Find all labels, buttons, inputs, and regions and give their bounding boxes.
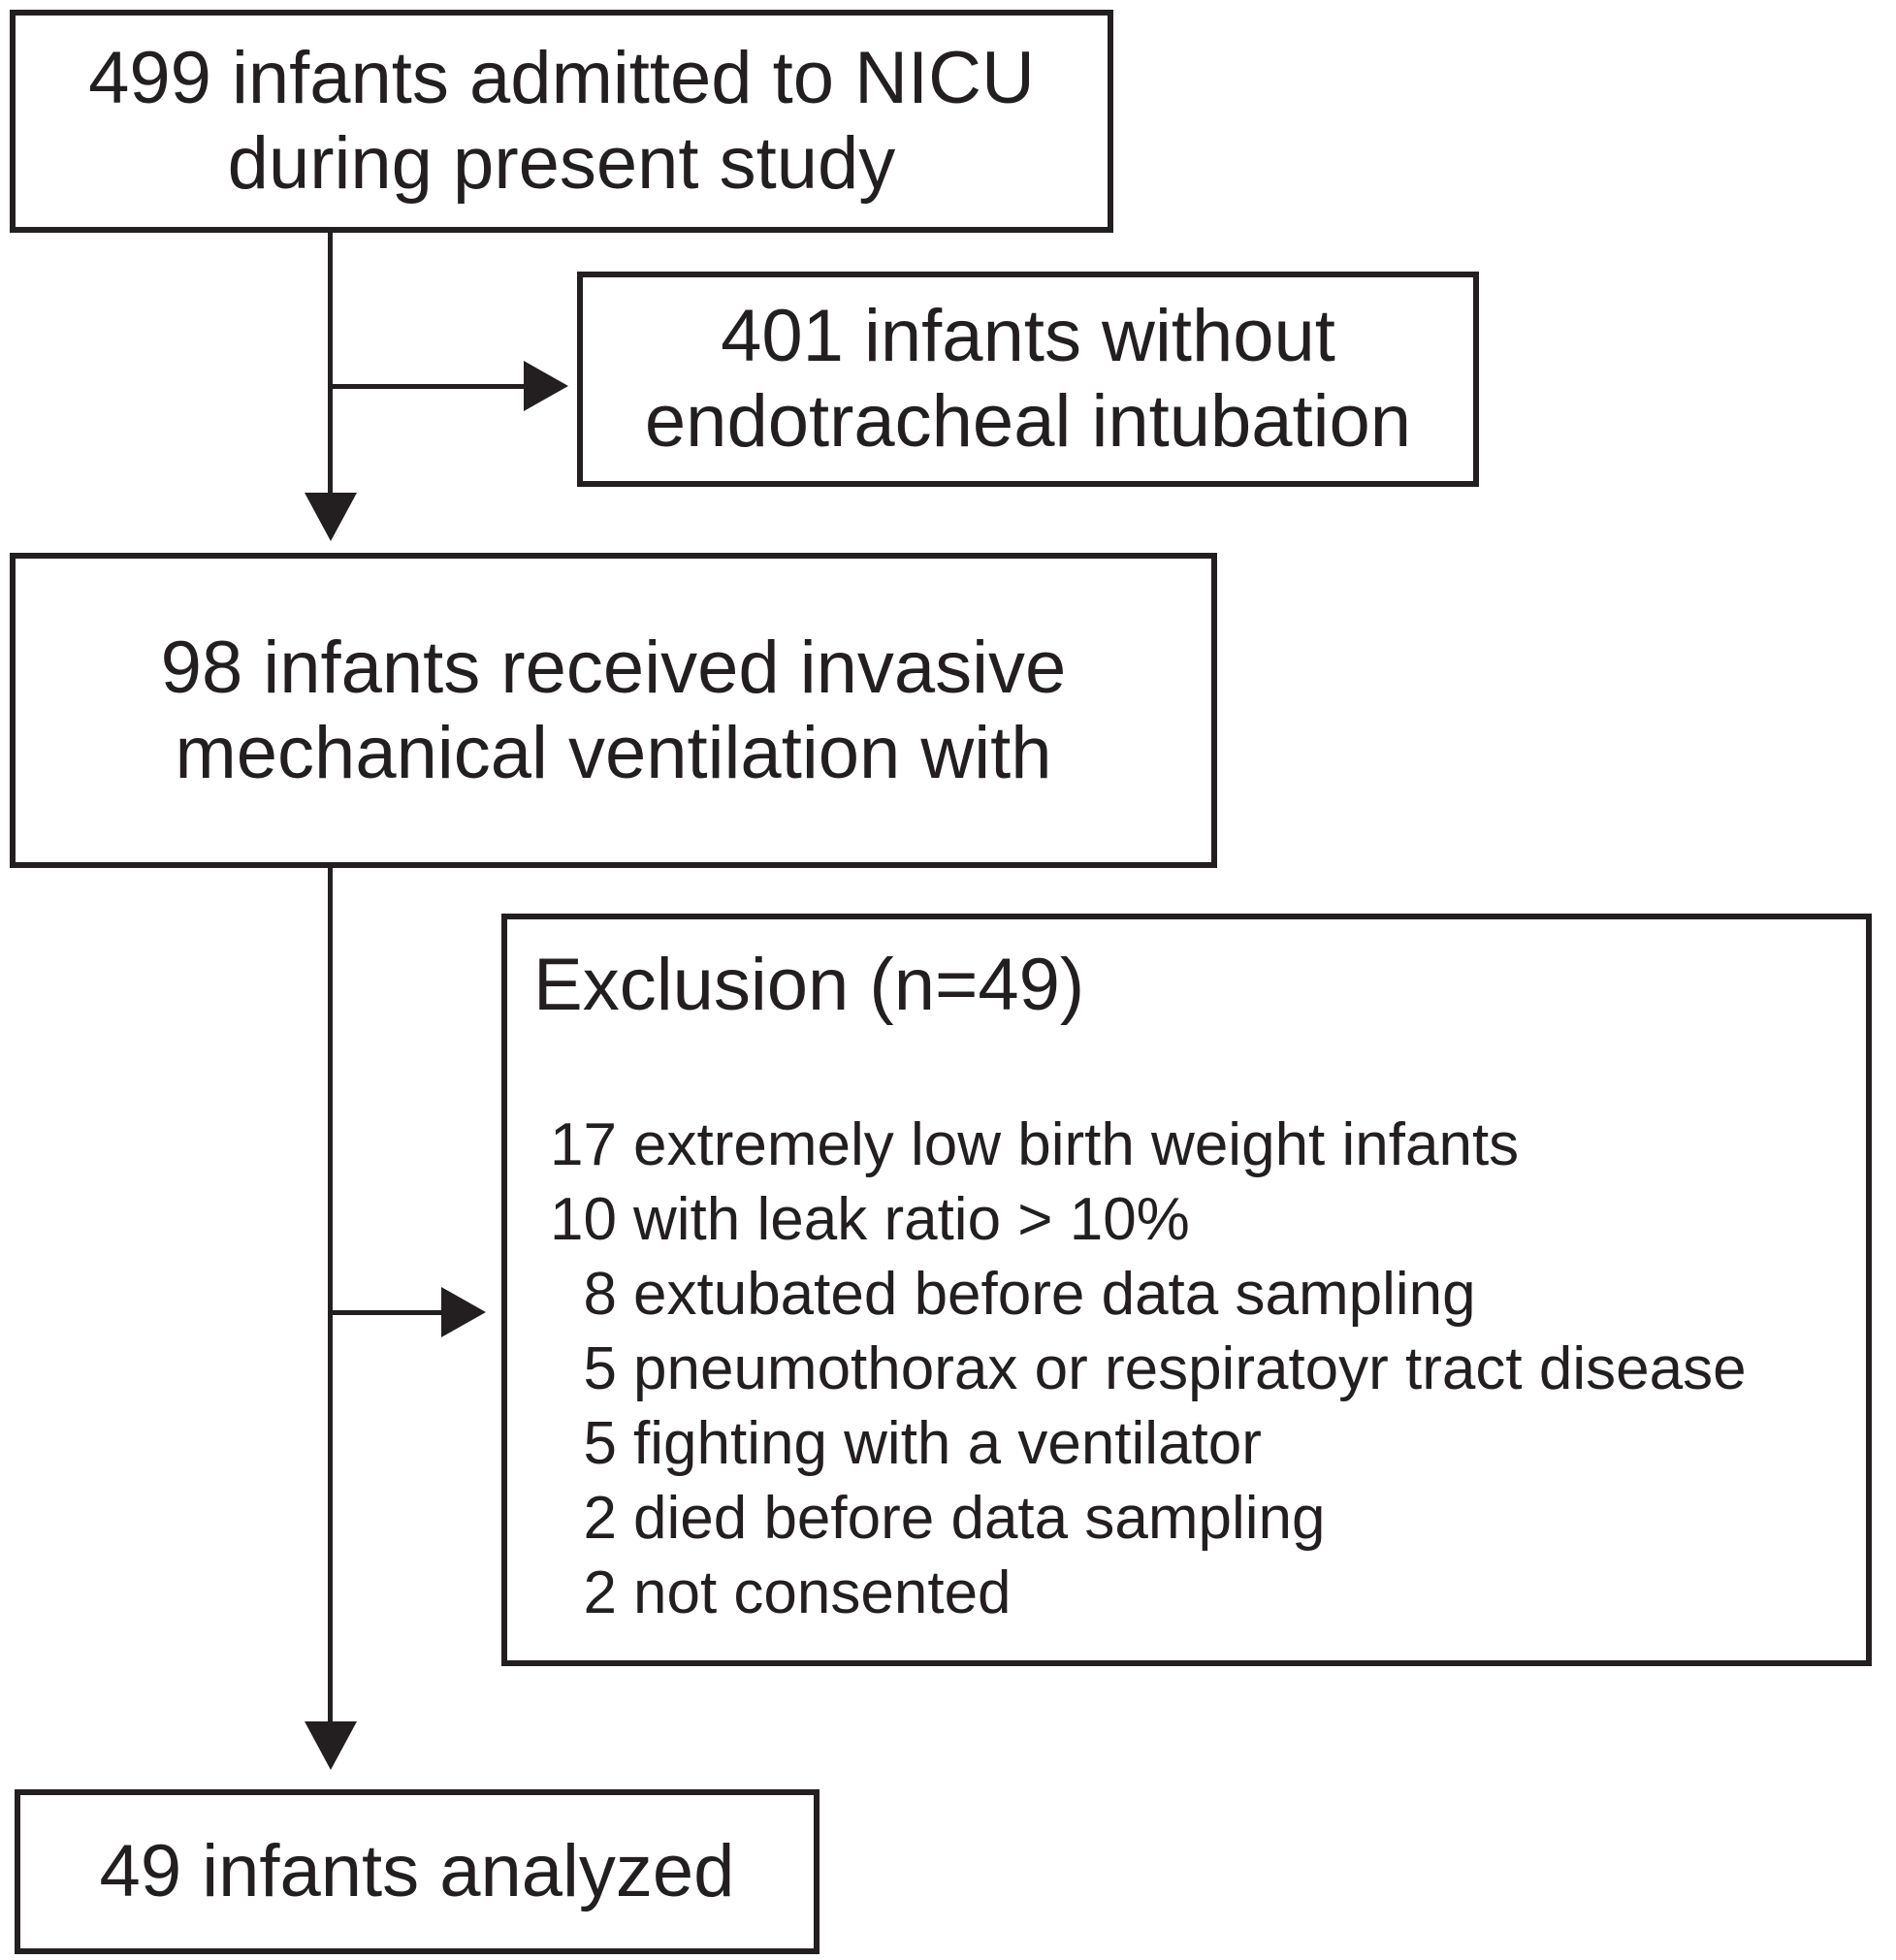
exclusion-item-label: with leak ratio > 10% <box>633 1186 1190 1253</box>
box-no-intubation: 401 infants without endotracheal intubat… <box>577 272 1479 487</box>
box-admitted-nicu-line2: during present study <box>227 122 896 205</box>
exclusion-list: 17 extremely low birth weight infants 10… <box>549 1108 1747 1630</box>
connector-line-branch-exclusion <box>331 1310 441 1315</box>
exclusion-item-count: 17 <box>550 1111 617 1178</box>
exclusion-item: 5 fighting with a ventilator <box>549 1406 1747 1481</box>
exclusion-item: 2 died before data sampling <box>549 1481 1747 1556</box>
box-analyzed: 49 infants analyzed <box>15 1789 819 1954</box>
exclusion-item-label: not consented <box>633 1559 1012 1626</box>
exclusion-item: 2 not consented <box>549 1556 1747 1630</box>
arrowhead-right-into-no-intubation-icon <box>524 361 568 411</box>
exclusion-item-label: extremely low birth weight infants <box>633 1111 1520 1178</box>
exclusion-item: 17 extremely low birth weight infants <box>549 1108 1747 1182</box>
exclusion-item: 8 extubated before data sampling <box>549 1257 1747 1332</box>
box-analyzed-line1: 49 infants analyzed <box>99 1830 735 1912</box>
box-ventilation: 98 infants received invasive mechanical … <box>10 553 1217 868</box>
box-ventilation-line2: mechanical ventilation with <box>175 711 1052 794</box>
arrowhead-right-into-exclusion-icon <box>441 1287 486 1337</box>
exclusion-item-label: fighting with a ventilator <box>633 1410 1262 1477</box>
exclusion-heading: Exclusion (n=49) <box>533 944 1085 1026</box>
box-exclusion: Exclusion (n=49) 17 extremely low birth … <box>501 914 1872 1666</box>
box-no-intubation-line1: 401 infants without <box>721 295 1335 377</box>
connector-line-admitted-to-ventilation <box>328 233 333 493</box>
exclusion-item-label: died before data sampling <box>633 1485 1326 1552</box>
arrowhead-down-into-ventilation-icon <box>305 493 357 541</box>
box-ventilation-line1: 98 infants received invasive <box>160 626 1067 709</box>
exclusion-item: 10 with leak ratio > 10% <box>549 1182 1747 1257</box>
box-no-intubation-line2: endotracheal intubation <box>644 380 1412 463</box>
connector-line-branch-no-intubation <box>331 384 524 389</box>
exclusion-item-count: 5 <box>583 1335 617 1402</box>
exclusion-item-count: 5 <box>583 1410 617 1477</box>
exclusion-item-label: pneumothorax or respiratoyr tract diseas… <box>633 1335 1747 1402</box>
exclusion-item: 5 pneumothorax or respiratoyr tract dise… <box>549 1332 1747 1406</box>
exclusion-item-count: 2 <box>583 1485 617 1552</box>
exclusion-item-count: 10 <box>550 1186 617 1253</box>
box-admitted-nicu-line1: 499 infants admitted to NICU <box>88 37 1035 119</box>
box-admitted-nicu: 499 infants admitted to NICU during pres… <box>10 10 1113 233</box>
exclusion-item-count: 2 <box>583 1559 617 1626</box>
exclusion-item-count: 8 <box>583 1261 617 1328</box>
connector-line-ventilation-to-analyzed <box>328 868 333 1721</box>
arrowhead-down-into-analyzed-icon <box>305 1721 357 1770</box>
exclusion-item-label: extubated before data sampling <box>633 1261 1476 1328</box>
